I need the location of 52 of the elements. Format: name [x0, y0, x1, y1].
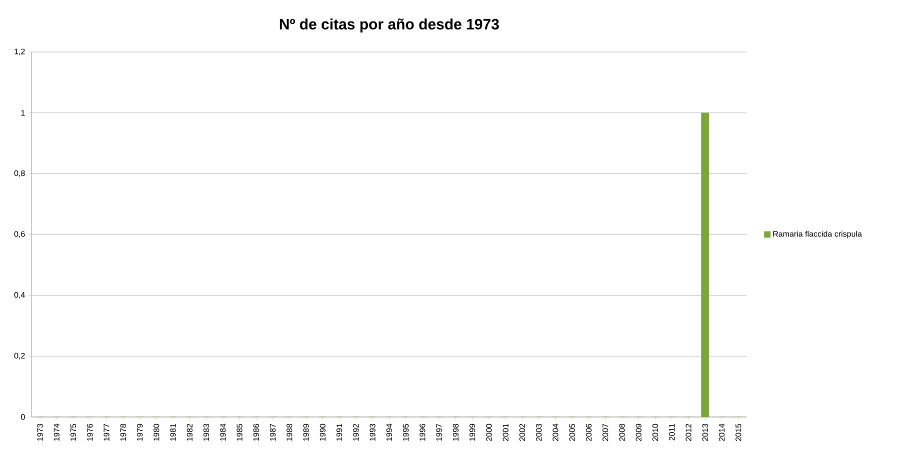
x-tick-label: 2002 [519, 424, 526, 441]
x-tick-label: 1987 [270, 424, 276, 441]
x-tick-label: 1995 [402, 424, 409, 441]
y-tick-label: 1,2 [14, 48, 25, 56]
x-tick-label: 1977 [104, 424, 110, 441]
x-tick-label: 2009 [636, 424, 642, 441]
x-tick-label: 2015 [736, 424, 742, 441]
x-tick-label: 2001 [502, 424, 508, 441]
x-tick-label: 1999 [470, 424, 476, 441]
x-tick-label: 1976 [87, 424, 93, 441]
x-tick-label: 1996 [420, 424, 426, 441]
x-tick-label: 2010 [652, 424, 658, 441]
x-tick-label: 1973 [37, 424, 43, 441]
y-tick-label: 0,2 [14, 352, 25, 360]
x-tick-label: 2011 [669, 424, 675, 440]
x-tick-label: 1980 [154, 424, 160, 441]
x-tick-label: 2014 [718, 424, 725, 441]
x-tick-label: 1981 [170, 424, 176, 441]
x-tick-label: 1975 [70, 424, 76, 441]
x-tick-label: 1974 [54, 424, 60, 441]
y-tick-label: 0 [21, 414, 25, 420]
y-tick-label: 0,6 [14, 231, 25, 238]
x-tick-label: 2006 [586, 424, 592, 441]
chart-title: Nº de citas por año desde 1973 [280, 18, 499, 32]
x-tick-label: 1989 [303, 424, 309, 441]
x-tick-label: 2000 [486, 424, 492, 441]
x-tick-label: 1986 [253, 424, 259, 441]
x-tick-label: 1990 [320, 424, 326, 441]
x-tick-label: 2012 [686, 424, 692, 441]
x-tick-label: 1993 [370, 424, 376, 441]
x-tick-label: 2013 [702, 424, 708, 441]
y-tick-label: 0,8 [14, 170, 25, 177]
x-tick-label: 1985 [236, 424, 242, 441]
x-tick-label: 1997 [436, 424, 442, 441]
x-tick-label: 1983 [203, 424, 210, 441]
y-tick-label: 0,4 [14, 292, 25, 299]
x-tick-label: 1984 [220, 424, 226, 441]
x-tick-label: 1982 [186, 424, 192, 441]
x-tick-label: 2007 [602, 424, 608, 441]
x-tick-label: 1998 [452, 424, 459, 441]
x-tick-label: 2003 [536, 424, 542, 441]
x-tick-label: 1988 [286, 424, 292, 441]
x-tick-label: 1994 [386, 424, 392, 441]
x-tick-label: 1978 [120, 424, 126, 441]
x-tick-label: 2004 [552, 424, 558, 441]
x-tick-label: 2005 [569, 424, 575, 441]
y-tick-label: 1 [21, 110, 25, 116]
x-tick-label: 1979 [136, 424, 143, 441]
legend-label: Ramaria flaccida crispula [773, 230, 862, 238]
x-tick-label: 2008 [619, 424, 625, 441]
x-tick-label: 1991 [336, 424, 342, 441]
x-tick-label: 1992 [353, 424, 359, 441]
